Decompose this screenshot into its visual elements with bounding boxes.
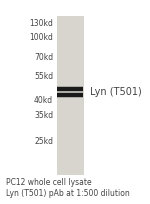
Text: 25kd: 25kd bbox=[34, 137, 53, 146]
Text: PC12 whole cell lysate: PC12 whole cell lysate bbox=[6, 178, 92, 187]
Text: Lyn (T501) pAb at 1:500 dilution: Lyn (T501) pAb at 1:500 dilution bbox=[6, 189, 130, 198]
Text: 55kd: 55kd bbox=[34, 72, 53, 81]
Bar bbox=[57, 16, 84, 175]
Text: Lyn (T501): Lyn (T501) bbox=[90, 87, 142, 97]
Text: 70kd: 70kd bbox=[34, 53, 53, 62]
Text: 130kd: 130kd bbox=[29, 19, 53, 28]
Text: 100kd: 100kd bbox=[29, 33, 53, 42]
Text: 35kd: 35kd bbox=[34, 111, 53, 120]
Text: 40kd: 40kd bbox=[34, 96, 53, 105]
